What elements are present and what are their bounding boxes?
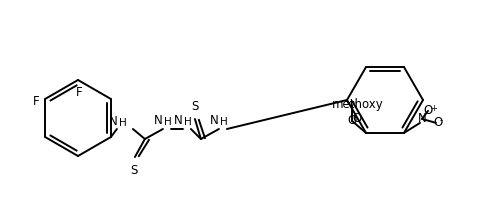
- Text: N: N: [174, 114, 183, 127]
- Text: +: +: [430, 104, 437, 113]
- Text: N: N: [210, 114, 219, 127]
- Text: S: S: [130, 164, 138, 177]
- Text: N: N: [418, 112, 426, 125]
- Text: O: O: [353, 112, 362, 125]
- Text: H: H: [220, 117, 228, 127]
- Text: O: O: [347, 114, 357, 127]
- Text: N: N: [109, 115, 118, 128]
- Text: methyl: methyl: [347, 101, 357, 105]
- Text: -: -: [440, 116, 443, 125]
- Text: H: H: [119, 118, 127, 128]
- Text: S: S: [191, 100, 199, 113]
- Text: H: H: [164, 117, 172, 127]
- Text: F: F: [32, 95, 39, 108]
- Text: N: N: [154, 114, 163, 127]
- Text: O: O: [423, 104, 432, 117]
- Text: F: F: [76, 86, 82, 99]
- Text: O: O: [433, 116, 443, 129]
- Text: H: H: [184, 117, 192, 127]
- Text: methoxy: methoxy: [332, 98, 384, 111]
